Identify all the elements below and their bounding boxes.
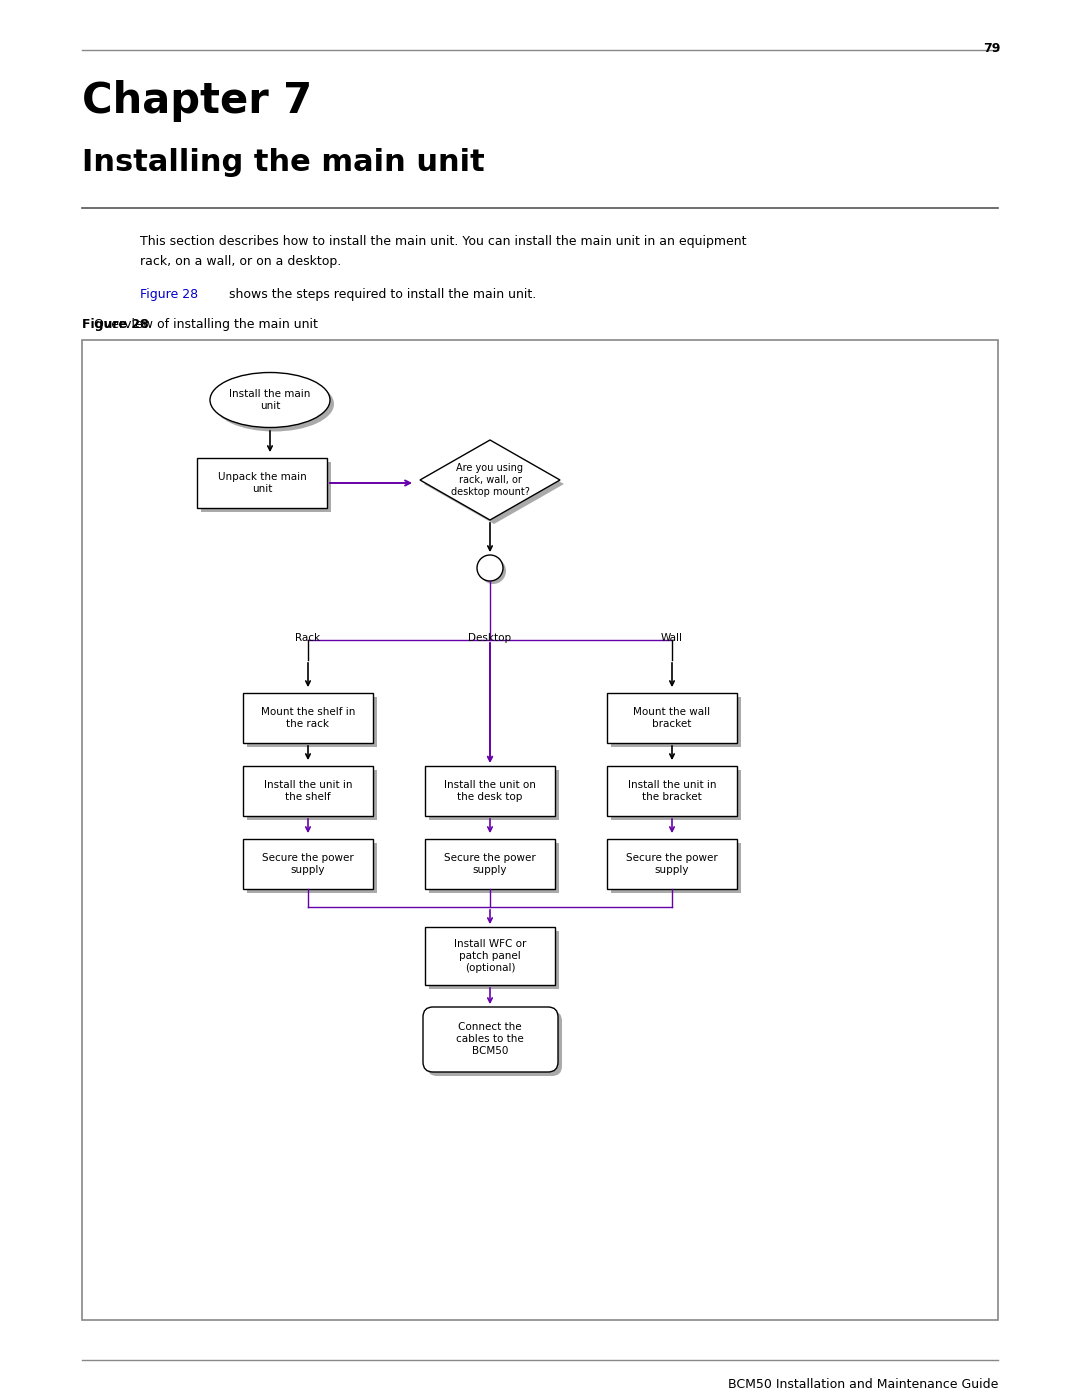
Text: Rack: Rack — [296, 633, 321, 643]
Text: Installing the main unit: Installing the main unit — [82, 148, 485, 177]
Ellipse shape — [214, 377, 334, 432]
Text: Desktop: Desktop — [469, 633, 512, 643]
Text: 79: 79 — [983, 42, 1000, 54]
Text: BCM50 Installation and Maintenance Guide: BCM50 Installation and Maintenance Guide — [728, 1377, 998, 1391]
FancyBboxPatch shape — [423, 1007, 558, 1071]
FancyBboxPatch shape — [201, 462, 330, 511]
Text: shows the steps required to install the main unit.: shows the steps required to install the … — [225, 288, 537, 300]
Text: Chapter 7: Chapter 7 — [82, 80, 312, 122]
FancyBboxPatch shape — [607, 693, 737, 743]
FancyBboxPatch shape — [429, 842, 559, 893]
FancyBboxPatch shape — [429, 930, 559, 989]
Text: Figure 28: Figure 28 — [82, 319, 149, 331]
Polygon shape — [424, 444, 564, 524]
Text: Secure the power
supply: Secure the power supply — [444, 854, 536, 875]
FancyBboxPatch shape — [247, 842, 377, 893]
Text: Figure 28: Figure 28 — [140, 288, 198, 300]
Text: Mount the shelf in
the rack: Mount the shelf in the rack — [260, 707, 355, 729]
Text: Connect the
cables to the
BCM50: Connect the cables to the BCM50 — [456, 1023, 524, 1056]
Text: Mount the wall
bracket: Mount the wall bracket — [634, 707, 711, 729]
Text: Secure the power
supply: Secure the power supply — [626, 854, 718, 875]
FancyBboxPatch shape — [607, 840, 737, 888]
FancyBboxPatch shape — [429, 770, 559, 820]
FancyBboxPatch shape — [611, 697, 741, 747]
Circle shape — [480, 557, 507, 584]
FancyBboxPatch shape — [243, 840, 373, 888]
FancyBboxPatch shape — [243, 693, 373, 743]
Text: This section describes how to install the main unit. You can install the main un: This section describes how to install th… — [140, 235, 746, 249]
FancyBboxPatch shape — [426, 766, 555, 816]
Text: Install the unit on
the desk top: Install the unit on the desk top — [444, 780, 536, 802]
Ellipse shape — [210, 373, 330, 427]
Text: Overview of installing the main unit: Overview of installing the main unit — [82, 319, 318, 331]
FancyBboxPatch shape — [611, 770, 741, 820]
FancyBboxPatch shape — [611, 842, 741, 893]
Polygon shape — [420, 440, 561, 520]
Text: rack, on a wall, or on a desktop.: rack, on a wall, or on a desktop. — [140, 256, 341, 268]
FancyBboxPatch shape — [427, 1011, 562, 1076]
Text: Install the unit in
the bracket: Install the unit in the bracket — [627, 780, 716, 802]
Text: Install the main
unit: Install the main unit — [229, 390, 311, 411]
Text: Install the unit in
the shelf: Install the unit in the shelf — [264, 780, 352, 802]
Text: Unpack the main
unit: Unpack the main unit — [218, 472, 307, 493]
FancyBboxPatch shape — [243, 766, 373, 816]
Text: Secure the power
supply: Secure the power supply — [262, 854, 354, 875]
FancyBboxPatch shape — [197, 458, 327, 509]
Circle shape — [477, 555, 503, 581]
FancyBboxPatch shape — [426, 840, 555, 888]
FancyBboxPatch shape — [426, 928, 555, 985]
Text: Wall: Wall — [661, 633, 683, 643]
Text: Install WFC or
patch panel
(optional): Install WFC or patch panel (optional) — [454, 939, 526, 972]
FancyBboxPatch shape — [607, 766, 737, 816]
Bar — [82, 339, 998, 1320]
FancyBboxPatch shape — [247, 770, 377, 820]
FancyBboxPatch shape — [247, 697, 377, 747]
Text: Are you using
rack, wall, or
desktop mount?: Are you using rack, wall, or desktop mou… — [450, 464, 529, 496]
